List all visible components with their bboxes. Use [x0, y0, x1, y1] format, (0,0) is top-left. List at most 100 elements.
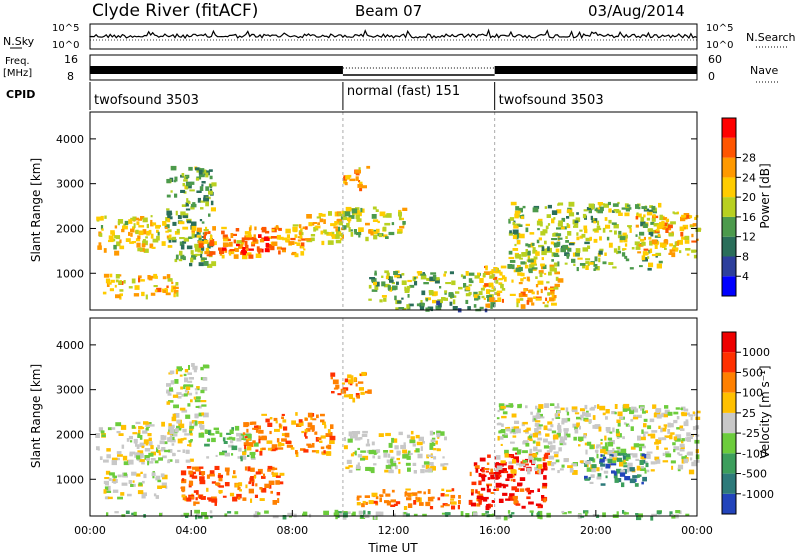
heatmap-cell: [656, 263, 662, 269]
heatmap-cell: [335, 228, 341, 232]
heatmap-cell: [130, 484, 134, 487]
heatmap-cell: [612, 457, 618, 461]
heatmap-cell: [177, 449, 181, 452]
heatmap-cell: [270, 490, 273, 494]
heatmap-cell: [527, 244, 531, 248]
heatmap-cell: [252, 427, 258, 430]
heatmap-cell: [600, 483, 606, 486]
heatmap-cell: [553, 254, 560, 257]
heatmap-cell: [182, 226, 189, 230]
heatmap-cell: [536, 290, 539, 295]
heatmap-cell: [172, 221, 177, 226]
heatmap-cell: [638, 443, 645, 447]
heatmap-cell: [131, 471, 137, 476]
heatmap-cell: [511, 279, 514, 283]
heatmap-cell: [657, 225, 660, 229]
heatmap-cell: [355, 393, 360, 397]
heatmap-cell: [604, 252, 607, 256]
heatmap-cell: [247, 454, 250, 457]
heatmap-cell: [621, 482, 625, 488]
heatmap-cell: [204, 443, 210, 447]
heatmap-cell: [573, 225, 579, 228]
heatmap-cell: [620, 469, 625, 473]
heatmap-cell: [647, 228, 652, 232]
heatmap-cell: [104, 486, 109, 491]
heatmap-cell: [219, 249, 225, 254]
heatmap-cell: [617, 411, 623, 417]
heatmap-cell: [240, 456, 243, 460]
heatmap-cell: [605, 463, 611, 469]
heatmap-cell: [129, 451, 136, 455]
heatmap-cell: [521, 505, 526, 509]
heatmap-cell: [336, 231, 342, 237]
heatmap-cell: [531, 242, 535, 246]
heatmap-cell: [535, 297, 542, 301]
heatmap-cell: [300, 448, 306, 451]
heatmap-cell: [258, 234, 262, 238]
heatmap-cell: [153, 493, 157, 497]
heatmap-cell: [529, 458, 533, 463]
heatmap-cell: [680, 216, 686, 222]
heatmap-cell: [409, 452, 413, 455]
heatmap-cell: [596, 476, 602, 480]
heatmap-cell: [522, 205, 526, 209]
heatmap-cell: [396, 457, 400, 461]
heatmap-cell: [378, 433, 384, 437]
heatmap-cell: [201, 257, 207, 261]
heatmap-cell: [583, 434, 587, 439]
heatmap-cell: [430, 272, 437, 275]
heatmap-cell: [361, 208, 365, 213]
heatmap-cell: [377, 455, 381, 459]
heatmap-cell: [106, 454, 111, 459]
heatmap-cell: [195, 497, 198, 501]
heatmap-cell: [345, 175, 350, 180]
heatmap-cell: [650, 516, 654, 521]
heatmap-cell: [191, 233, 195, 239]
heatmap-cell: [179, 407, 186, 411]
heatmap-cell: [208, 213, 211, 217]
heatmap-cell: [208, 169, 213, 172]
heatmap-cell: [204, 429, 207, 432]
heatmap-cell: [643, 418, 648, 422]
heatmap-cell: [599, 458, 605, 463]
heatmap-cell: [162, 474, 168, 480]
heatmap-cell: [204, 239, 209, 244]
heatmap-cell: [360, 391, 365, 395]
heatmap-cell: [685, 419, 689, 423]
heatmap-cell: [537, 280, 544, 285]
heatmap-cell: [379, 494, 384, 497]
heatmap-cell: [343, 512, 348, 518]
heatmap-cell: [167, 437, 173, 443]
heatmap-cell: [523, 460, 528, 463]
heatmap-cell: [528, 290, 534, 293]
heatmap-cell: [616, 250, 619, 255]
heatmap-cell: [607, 441, 614, 447]
heatmap-cell: [661, 220, 665, 226]
heatmap-cell: [574, 220, 579, 224]
heatmap-cell: [228, 251, 232, 256]
heatmap-cell: [565, 407, 569, 413]
heatmap-cell: [522, 421, 528, 425]
heatmap-cell: [463, 283, 467, 288]
heatmap-cell: [307, 422, 312, 428]
heatmap-cell: [574, 426, 578, 431]
heatmap-cell: [335, 514, 338, 520]
heatmap-cell: [360, 207, 363, 213]
heatmap-cell: [608, 208, 612, 213]
heatmap-cell: [159, 513, 162, 517]
heatmap-cell: [692, 426, 697, 431]
heatmap-cell: [489, 289, 495, 292]
heatmap-cell: [651, 205, 656, 211]
heatmap-cell: [495, 515, 502, 520]
heatmap-cell: [443, 297, 448, 301]
heatmap-cell: [597, 252, 601, 257]
heatmap-cell: [440, 493, 445, 497]
heatmap-cell: [673, 436, 678, 441]
heatmap-cell: [267, 447, 272, 451]
heatmap-cell: [119, 293, 123, 297]
heatmap-cell: [402, 454, 408, 459]
heatmap-cell: [166, 208, 170, 211]
heatmap-cell: [383, 283, 390, 288]
heatmap-cell: [617, 245, 621, 251]
heatmap-cell: [277, 498, 280, 503]
